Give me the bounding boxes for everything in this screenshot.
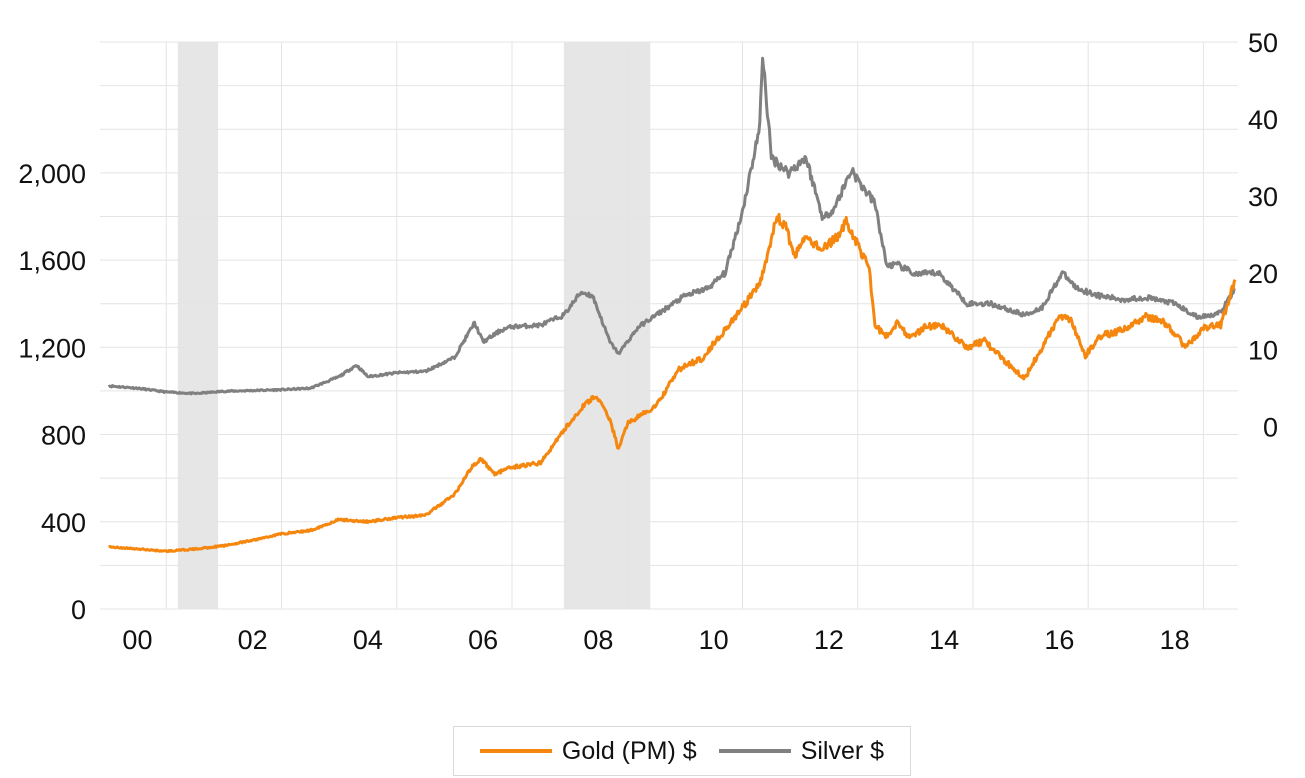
x-axis-ticks: 00 02 04 06 08 10 12 14 16 18 bbox=[122, 625, 1189, 655]
x-axis-tick-label: 16 bbox=[1044, 625, 1074, 655]
right-axis-tick-label: 10 bbox=[1248, 336, 1278, 366]
left-axis-tick-label: 800 bbox=[41, 421, 86, 451]
right-axis-tick-label: 50 bbox=[1248, 28, 1278, 58]
shaded-period-1 bbox=[563, 42, 651, 609]
silver-legend-swatch bbox=[718, 749, 791, 753]
shaded-period-0 bbox=[177, 42, 219, 609]
x-axis-tick-label: 12 bbox=[814, 625, 844, 655]
left-axis-tick-label: 1,600 bbox=[18, 246, 86, 276]
right-axis-tick-label: 40 bbox=[1248, 105, 1278, 135]
left-axis-tick-label: 2,000 bbox=[18, 159, 86, 189]
x-axis-tick-label: 14 bbox=[929, 625, 959, 655]
gridlines bbox=[100, 41, 1238, 610]
x-axis-tick-label: 08 bbox=[583, 625, 613, 655]
x-axis-tick-label: 02 bbox=[238, 625, 268, 655]
x-axis-tick-label: 06 bbox=[468, 625, 498, 655]
right-axis-tick-label: 30 bbox=[1248, 182, 1278, 212]
right-axis-tick-label: 0 bbox=[1263, 413, 1278, 443]
legend-item-gold: Gold (PM) $ bbox=[479, 736, 697, 766]
x-axis-tick-label: 18 bbox=[1160, 625, 1190, 655]
price-lines bbox=[107, 56, 1237, 554]
gold-price-line bbox=[108, 212, 1237, 554]
left-axis-tick-label: 1,200 bbox=[18, 333, 86, 363]
right-axis-tick-label: 20 bbox=[1248, 259, 1278, 289]
legend: Gold (PM) $ Silver $ bbox=[453, 726, 911, 776]
x-axis-tick-label: 04 bbox=[353, 625, 383, 655]
x-axis-tick-label: 10 bbox=[699, 625, 729, 655]
silver-price-line bbox=[107, 56, 1236, 396]
left-axis-tick-label: 0 bbox=[71, 595, 86, 625]
legend-item-silver: Silver $ bbox=[718, 736, 885, 766]
left-axis-ticks: 0 400 800 1,200 1,600 2,000 bbox=[18, 159, 86, 625]
x-axis-tick-label: 00 bbox=[122, 625, 152, 655]
right-axis-ticks: 0 10 20 30 40 50 bbox=[1248, 28, 1278, 443]
recession-shading bbox=[177, 42, 651, 609]
left-axis-tick-label: 400 bbox=[41, 508, 86, 538]
legend-label-silver: Silver $ bbox=[800, 736, 885, 765]
gold-legend-swatch bbox=[479, 749, 552, 753]
legend-label-gold: Gold (PM) $ bbox=[561, 736, 697, 765]
